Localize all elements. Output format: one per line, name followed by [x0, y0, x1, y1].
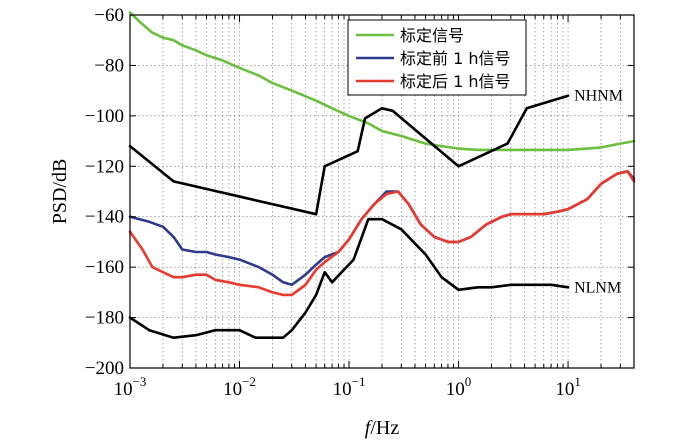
- y-tick-label: −200: [85, 358, 124, 379]
- y-tick-label: −60: [94, 5, 124, 26]
- series-line-NLNM: [128, 217, 570, 340]
- legend-label: 标定信号: [400, 26, 464, 45]
- y-tick-label: −120: [85, 156, 124, 177]
- x-tick-label: 10−2: [223, 374, 256, 400]
- x-tick-label: 100: [446, 374, 472, 400]
- series-line-NHNM: [128, 94, 570, 216]
- y-tick-label: −180: [85, 308, 124, 329]
- y-axis-title: PSD/dB: [49, 159, 71, 225]
- annotation-label: NLNM: [574, 279, 621, 296]
- legend-label: 标定前 1 h信号: [400, 49, 511, 68]
- grid: [130, 15, 634, 368]
- y-tick-label: −160: [85, 257, 124, 278]
- annotation-label: NHNM: [574, 88, 623, 105]
- y-tick-label: −80: [94, 55, 124, 76]
- x-tick-label: 10−3: [114, 374, 147, 400]
- x-tick-label: 10−1: [333, 374, 366, 400]
- series-line-标定信号: [128, 11, 636, 152]
- y-tick-label: −140: [85, 207, 124, 228]
- x-tick-label: 101: [555, 374, 581, 400]
- legend-label: 标定后 1 h信号: [400, 72, 511, 91]
- series-line-标定后-1-h信号: [128, 170, 636, 297]
- annotations: NHNM NLNM: [574, 88, 623, 297]
- y-tick-label: −100: [85, 106, 124, 127]
- series-layer: [128, 11, 636, 340]
- x-axis-title: f/Hz: [365, 417, 400, 439]
